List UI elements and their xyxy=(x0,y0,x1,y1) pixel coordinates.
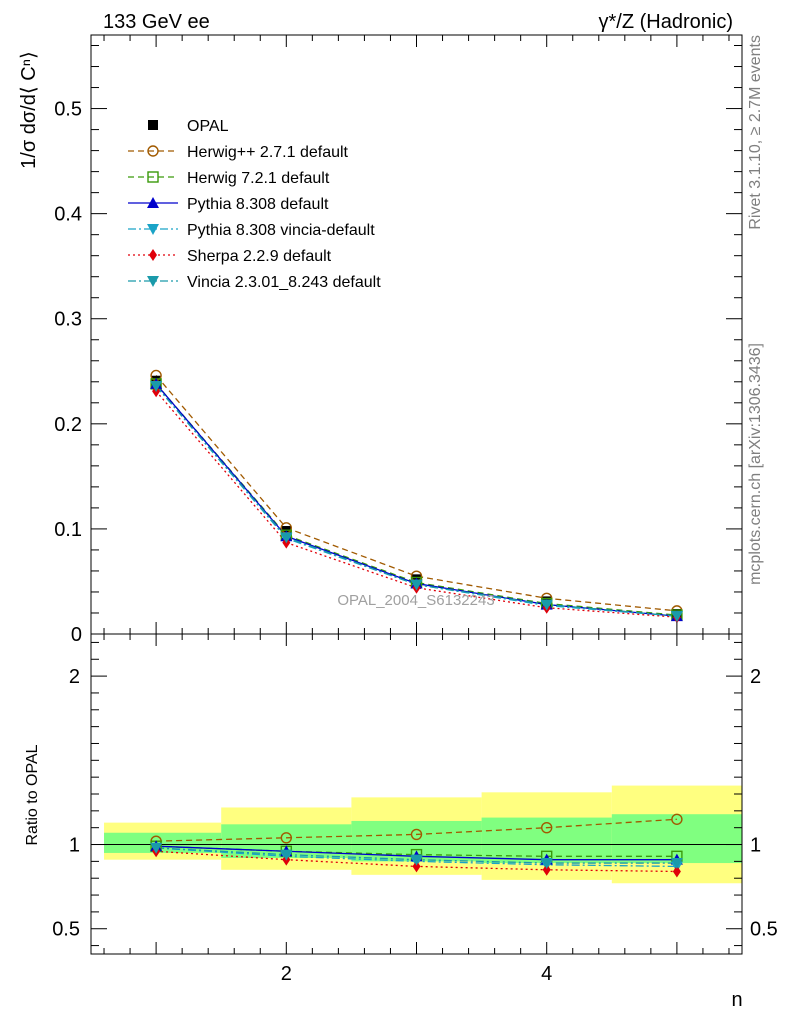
ratio-point-4-2 xyxy=(412,860,421,873)
legend-label-4: Pythia 8.308 vincia-default xyxy=(187,222,375,239)
rivet-version-label: Rivet 3.1.10, ≥ 2.7M events xyxy=(747,35,764,230)
legend-label-0: OPAL xyxy=(187,118,229,135)
ratio-y-tick-label-right: 1 xyxy=(750,835,761,857)
ratio-y-tick-label-left: 1 xyxy=(69,835,80,857)
ratio-point-5-4 xyxy=(670,858,683,870)
analysis-watermark: OPAL_2004_S6132243 xyxy=(337,592,494,609)
ratio-point-5-2 xyxy=(410,854,423,866)
main-y-tick-label: 0.1 xyxy=(54,519,82,541)
ratio-point-5-0 xyxy=(150,842,163,854)
header-right: γ*/Z (Hadronic) xyxy=(599,11,733,33)
legend-marker-1 xyxy=(147,145,159,157)
ratio-y-tick-label-left: 0.5 xyxy=(52,919,80,941)
main-y-tick-label: 0.2 xyxy=(54,414,82,436)
ratio-point-5-3 xyxy=(540,858,553,870)
legend-marker-2 xyxy=(147,171,159,183)
ratio-band-green xyxy=(104,832,222,853)
ratio-point-4-4 xyxy=(672,865,681,878)
ratio-point-0-1 xyxy=(280,832,292,844)
main-point-6-3 xyxy=(540,599,553,611)
ratio-point-0-2 xyxy=(410,828,423,841)
main-y-tick-label: 0.3 xyxy=(54,309,82,331)
legend-label-3: Pythia 8.308 default xyxy=(187,196,329,213)
legend-label-6: Vincia 2.3.01_8.243 default xyxy=(187,274,381,291)
legend-label-5: Sherpa 2.2.9 default xyxy=(187,248,332,265)
ratio-series-line-0 xyxy=(156,818,677,842)
main-ylabel: 1/σ dσ/d⟨ Cⁿ⟩ xyxy=(18,51,40,169)
ratio-ylabel: Ratio to OPAL xyxy=(24,744,41,845)
main-y-tick-label: 0.5 xyxy=(54,99,82,121)
main-point-6-0 xyxy=(150,380,163,392)
main-y-tick-label: 0 xyxy=(71,624,82,646)
header-left: 133 GeV ee xyxy=(103,11,210,33)
legend-marker-5 xyxy=(149,249,157,261)
ratio-y-tick-label-right: 2 xyxy=(750,666,761,688)
ratio-point-0-3 xyxy=(541,821,553,834)
legend: OPAL Herwig++ 2.7.1 default Herwig 7.2.1 d… xyxy=(128,118,381,291)
legend-label-2: Herwig 7.2.1 default xyxy=(187,170,330,187)
legend-marker-3 xyxy=(147,197,159,208)
mcplots-label: mcplots.cern.ch [arXiv:1306.3436] xyxy=(747,343,764,585)
main-y-tick-label: 0.4 xyxy=(54,204,82,226)
main-series-line-1 xyxy=(155,375,677,612)
ratio-point-4-3 xyxy=(542,863,551,876)
main-point-6-4 xyxy=(670,611,683,623)
legend-marker-6 xyxy=(147,276,159,287)
legend-marker-0 xyxy=(148,120,158,130)
ratio-point-0-4 xyxy=(671,813,683,825)
legend-marker-4 xyxy=(147,224,159,235)
main-point-6-2 xyxy=(410,579,423,591)
x-tick-label: 2 xyxy=(281,963,292,985)
legend-label-1: Herwig++ 2.7.1 default xyxy=(187,144,349,161)
x-tick-label: 4 xyxy=(541,963,552,985)
x-axis-label: n xyxy=(731,989,742,1011)
ratio-y-tick-label-right: 0.5 xyxy=(750,919,778,941)
main-point-6-1 xyxy=(280,532,293,544)
ratio-point-5-1 xyxy=(280,849,293,861)
ratio-y-tick-label-left: 2 xyxy=(69,666,80,688)
